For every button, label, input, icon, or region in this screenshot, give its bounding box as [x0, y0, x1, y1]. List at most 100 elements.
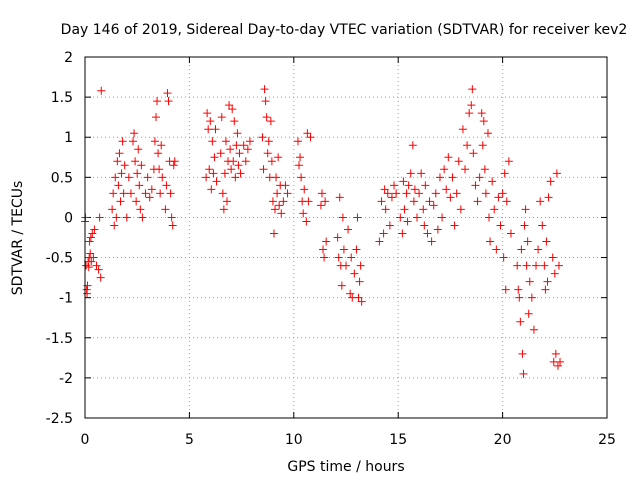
data-point — [141, 189, 150, 198]
data-point — [86, 233, 95, 242]
data-point — [150, 137, 159, 146]
data-point — [496, 221, 505, 230]
data-point — [273, 189, 282, 198]
data-point — [320, 253, 329, 262]
data-point — [504, 157, 513, 166]
data-point — [399, 177, 408, 186]
data-point — [319, 245, 328, 254]
data-point — [501, 285, 510, 294]
data-point — [402, 189, 411, 198]
data-point — [129, 137, 138, 146]
data-point — [306, 133, 315, 142]
data-point — [551, 349, 560, 358]
data-point — [554, 261, 563, 270]
data-point — [317, 189, 326, 198]
axis-ticks: 0 5 10 15 20 25 -2.5 -2 -1.5 -1 -0.5 0 0.5 1 1.5 2 — [46, 50, 616, 448]
data-point — [230, 117, 239, 126]
data-point — [463, 141, 472, 150]
data-point — [118, 137, 127, 146]
data-point — [94, 265, 103, 274]
data-point — [85, 237, 94, 246]
data-point — [534, 245, 543, 254]
data-point — [260, 85, 269, 94]
data-point — [202, 173, 211, 182]
data-point — [243, 145, 252, 154]
data-point — [392, 189, 401, 198]
data-point — [396, 213, 405, 222]
data-point — [400, 205, 409, 214]
data-point — [206, 117, 215, 126]
y-tick-label: -2 — [59, 371, 73, 387]
data-point — [514, 285, 523, 294]
data-point — [377, 197, 386, 206]
data-point — [410, 185, 419, 194]
data-point — [228, 105, 237, 114]
data-point — [204, 125, 213, 134]
data-point — [293, 137, 302, 146]
data-point — [356, 261, 365, 270]
data-point — [381, 205, 390, 214]
data-point — [354, 293, 363, 302]
data-point — [417, 169, 426, 178]
data-point — [156, 189, 165, 198]
data-point — [450, 221, 459, 230]
data-point — [95, 213, 104, 222]
data-point — [468, 85, 477, 94]
data-point — [97, 86, 106, 95]
data-point — [519, 369, 528, 378]
data-point — [529, 325, 538, 334]
data-point — [212, 177, 221, 186]
data-point — [518, 349, 527, 358]
data-point — [542, 237, 551, 246]
data-point — [268, 197, 277, 206]
x-tick-label: 10 — [285, 432, 303, 448]
data-point — [446, 193, 455, 202]
y-axis-label: SDTVAR / TECUs — [10, 181, 26, 296]
data-point — [548, 253, 557, 262]
data-point — [465, 109, 474, 118]
data-point — [130, 129, 139, 138]
data-point — [109, 189, 118, 198]
data-point — [167, 213, 176, 222]
data-point — [435, 173, 444, 182]
data-point — [458, 125, 467, 134]
data-point — [220, 169, 229, 178]
data-point — [208, 137, 217, 146]
data-point — [442, 185, 451, 194]
data-point — [506, 229, 515, 238]
data-point — [338, 213, 347, 222]
data-point — [494, 193, 503, 202]
data-point — [239, 141, 248, 150]
data-point — [516, 317, 525, 326]
data-point — [420, 221, 429, 230]
data-point — [485, 213, 494, 222]
data-point — [166, 189, 175, 198]
data-point — [232, 141, 241, 150]
data-point — [113, 157, 122, 166]
data-point — [235, 149, 244, 158]
data-point — [350, 269, 359, 278]
data-point — [429, 201, 438, 210]
data-point — [300, 185, 309, 194]
plot-frame — [84, 56, 608, 419]
data-point — [322, 237, 331, 246]
data-point — [135, 181, 144, 190]
data-point — [120, 161, 129, 170]
data-point — [96, 273, 105, 282]
data-point — [263, 149, 272, 158]
data-point — [423, 229, 432, 238]
data-point — [469, 149, 478, 158]
data-points — [81, 85, 565, 378]
data-point — [138, 213, 147, 222]
data-point — [162, 181, 171, 190]
data-point — [502, 197, 511, 206]
data-point — [209, 169, 218, 178]
data-point — [499, 253, 508, 262]
x-tick-label: 20 — [494, 432, 512, 448]
data-point — [116, 197, 125, 206]
data-point — [161, 205, 170, 214]
data-point — [264, 137, 273, 146]
data-point — [456, 205, 465, 214]
data-point — [486, 237, 495, 246]
data-point — [124, 173, 133, 182]
